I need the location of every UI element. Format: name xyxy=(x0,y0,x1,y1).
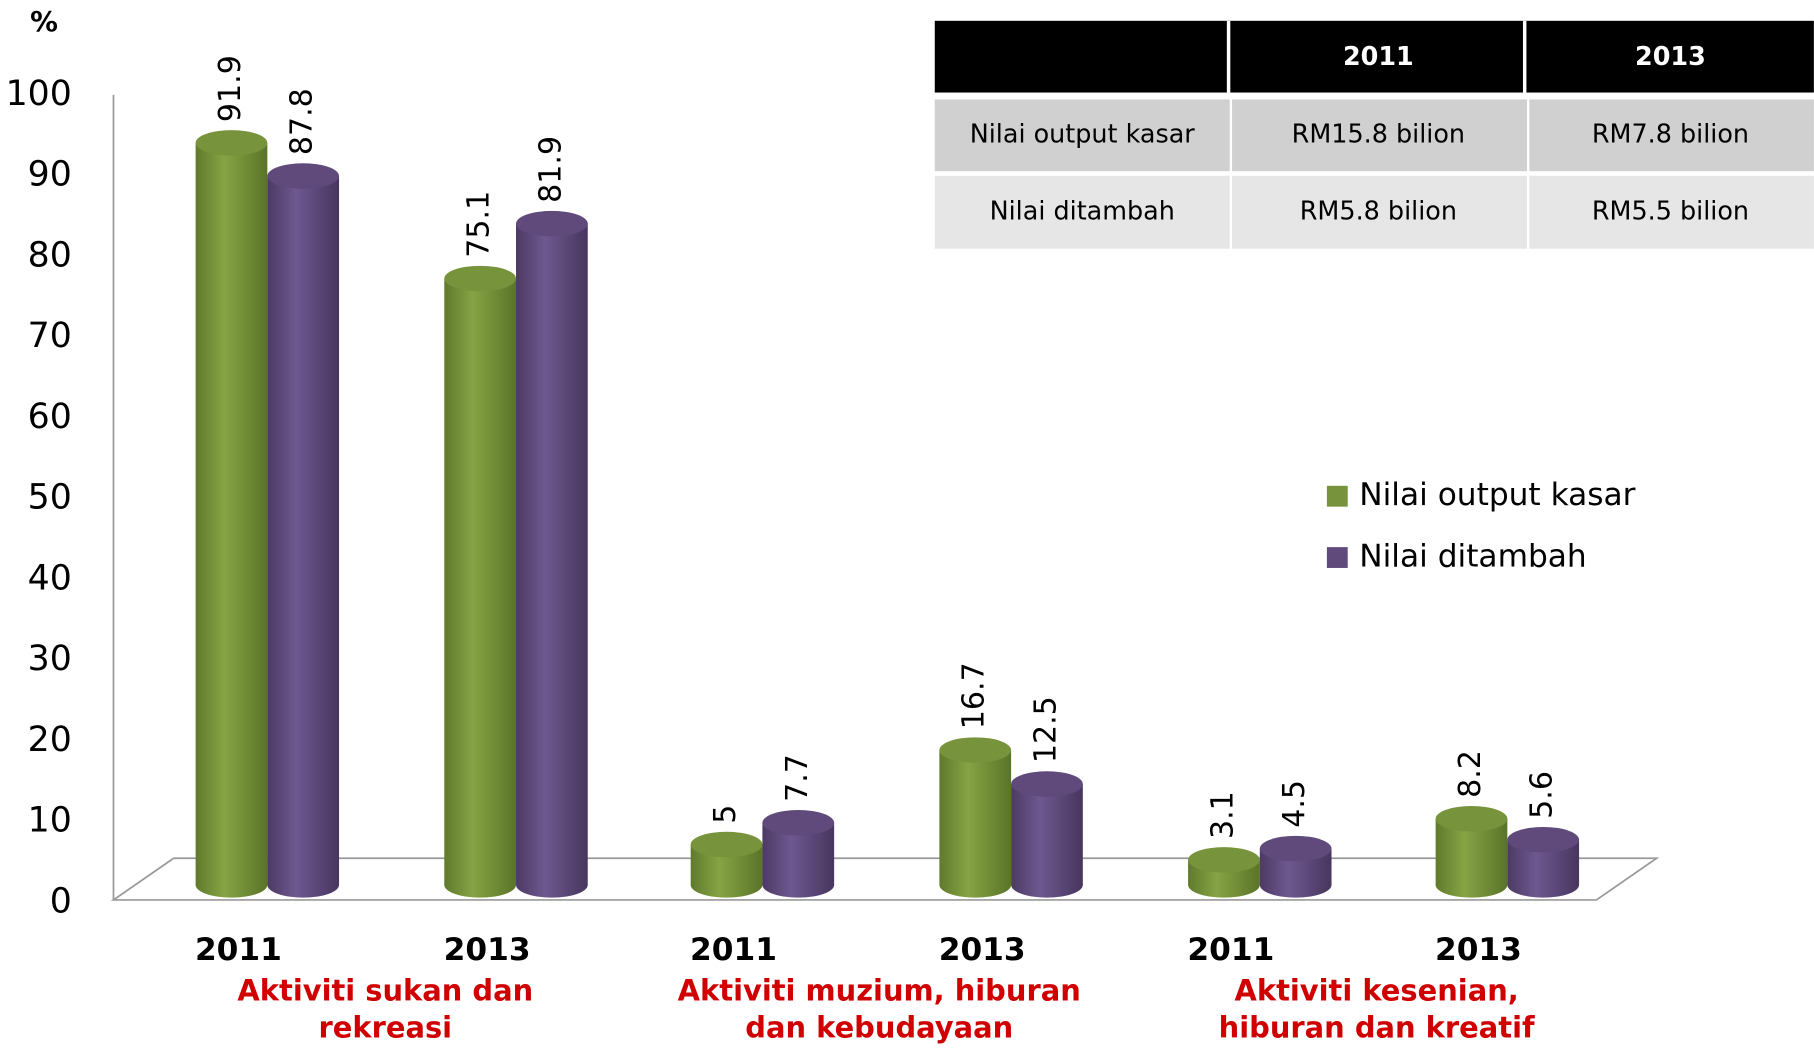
y-tick-label: 80 xyxy=(28,235,72,275)
table-cell: RM7.8 bilion xyxy=(1592,118,1749,148)
y-tick-label: 20 xyxy=(28,720,72,760)
value-label: 5.6 xyxy=(1525,771,1560,819)
x-tick-label: 2013 xyxy=(939,932,1026,968)
bar-top xyxy=(690,831,763,858)
table-cell-bg xyxy=(1232,99,1528,172)
table-cell-bg xyxy=(934,99,1230,172)
table-header: 2013 xyxy=(1635,41,1706,71)
y-tick-label: 90 xyxy=(28,155,72,195)
group-label: Aktiviti sukan dan xyxy=(237,973,533,1007)
bar-top xyxy=(939,737,1012,763)
bar-top xyxy=(444,265,517,292)
group-label: hiburan dan kreatif xyxy=(1219,1010,1535,1044)
table-cell-bg xyxy=(1529,99,1814,172)
table-header: 2011 xyxy=(1343,41,1414,71)
group-label: rekreasi xyxy=(319,1010,453,1044)
table-cell: Nilai output kasar xyxy=(970,118,1196,148)
table-cell: RM15.8 bilion xyxy=(1292,118,1465,148)
x-tick-label: 2011 xyxy=(195,932,282,968)
y-tick-label: 60 xyxy=(28,397,72,437)
bar-top xyxy=(762,810,835,836)
bar xyxy=(939,750,1012,885)
y-tick-label: 70 xyxy=(28,316,72,356)
value-label: 87.8 xyxy=(285,88,320,155)
table-cell-bg xyxy=(1529,175,1814,249)
legend-swatch xyxy=(1326,547,1348,568)
table-header-bg xyxy=(934,20,1814,93)
bar-top xyxy=(195,130,268,156)
group-label: dan kebudayaan xyxy=(745,1010,1013,1044)
table-cell: Nilai ditambah xyxy=(990,195,1175,225)
bar-top xyxy=(1011,771,1083,797)
value-label: 3.1 xyxy=(1205,791,1240,839)
table-cell: RM5.8 bilion xyxy=(1300,195,1457,225)
legend-label: Nilai output kasar xyxy=(1359,477,1635,513)
group-label: Aktiviti kesenian, xyxy=(1234,973,1518,1007)
x-tick-label: 2013 xyxy=(444,932,531,968)
bar-top xyxy=(1259,835,1332,862)
table-cell-bg xyxy=(1232,175,1528,249)
value-label: 7.7 xyxy=(780,754,815,802)
bar xyxy=(1011,783,1083,885)
y-tick-label: 0 xyxy=(50,881,72,921)
y-tick-label: 30 xyxy=(28,639,72,679)
legend-swatch xyxy=(1326,485,1348,507)
y-axis-label: % xyxy=(30,5,58,38)
x-tick-label: 2011 xyxy=(690,932,777,968)
bar-top xyxy=(1435,805,1508,832)
y-tick-label: 40 xyxy=(28,558,72,598)
bar xyxy=(516,223,588,885)
floor xyxy=(110,857,1660,901)
value-label: 5 xyxy=(708,805,743,824)
value-label: 4.5 xyxy=(1277,780,1312,828)
x-tick-label: 2013 xyxy=(1435,932,1522,968)
value-label: 16.7 xyxy=(957,662,992,729)
bar xyxy=(444,278,517,885)
y-tick-label: 10 xyxy=(28,801,72,841)
table-cell-bg xyxy=(934,175,1230,249)
bar xyxy=(195,142,268,885)
bar-top xyxy=(516,210,588,237)
y-tick-label: 100 xyxy=(6,74,72,114)
group-label: Aktiviti muzium, hiburan xyxy=(678,973,1081,1007)
bar-top xyxy=(1507,826,1580,853)
value-label: 91.9 xyxy=(213,55,248,122)
legend-label: Nilai ditambah xyxy=(1359,539,1586,575)
value-label: 8.2 xyxy=(1453,750,1488,798)
x-tick-label: 2011 xyxy=(1187,932,1274,968)
bar-top xyxy=(1188,847,1260,873)
value-label: 75.1 xyxy=(462,191,497,258)
value-label: 12.5 xyxy=(1028,696,1063,763)
y-tick-label: 50 xyxy=(28,478,72,518)
bar xyxy=(267,176,340,885)
value-label: 81.9 xyxy=(533,136,568,203)
table-cell: RM5.5 bilion xyxy=(1592,195,1749,225)
bar-top xyxy=(267,163,340,189)
